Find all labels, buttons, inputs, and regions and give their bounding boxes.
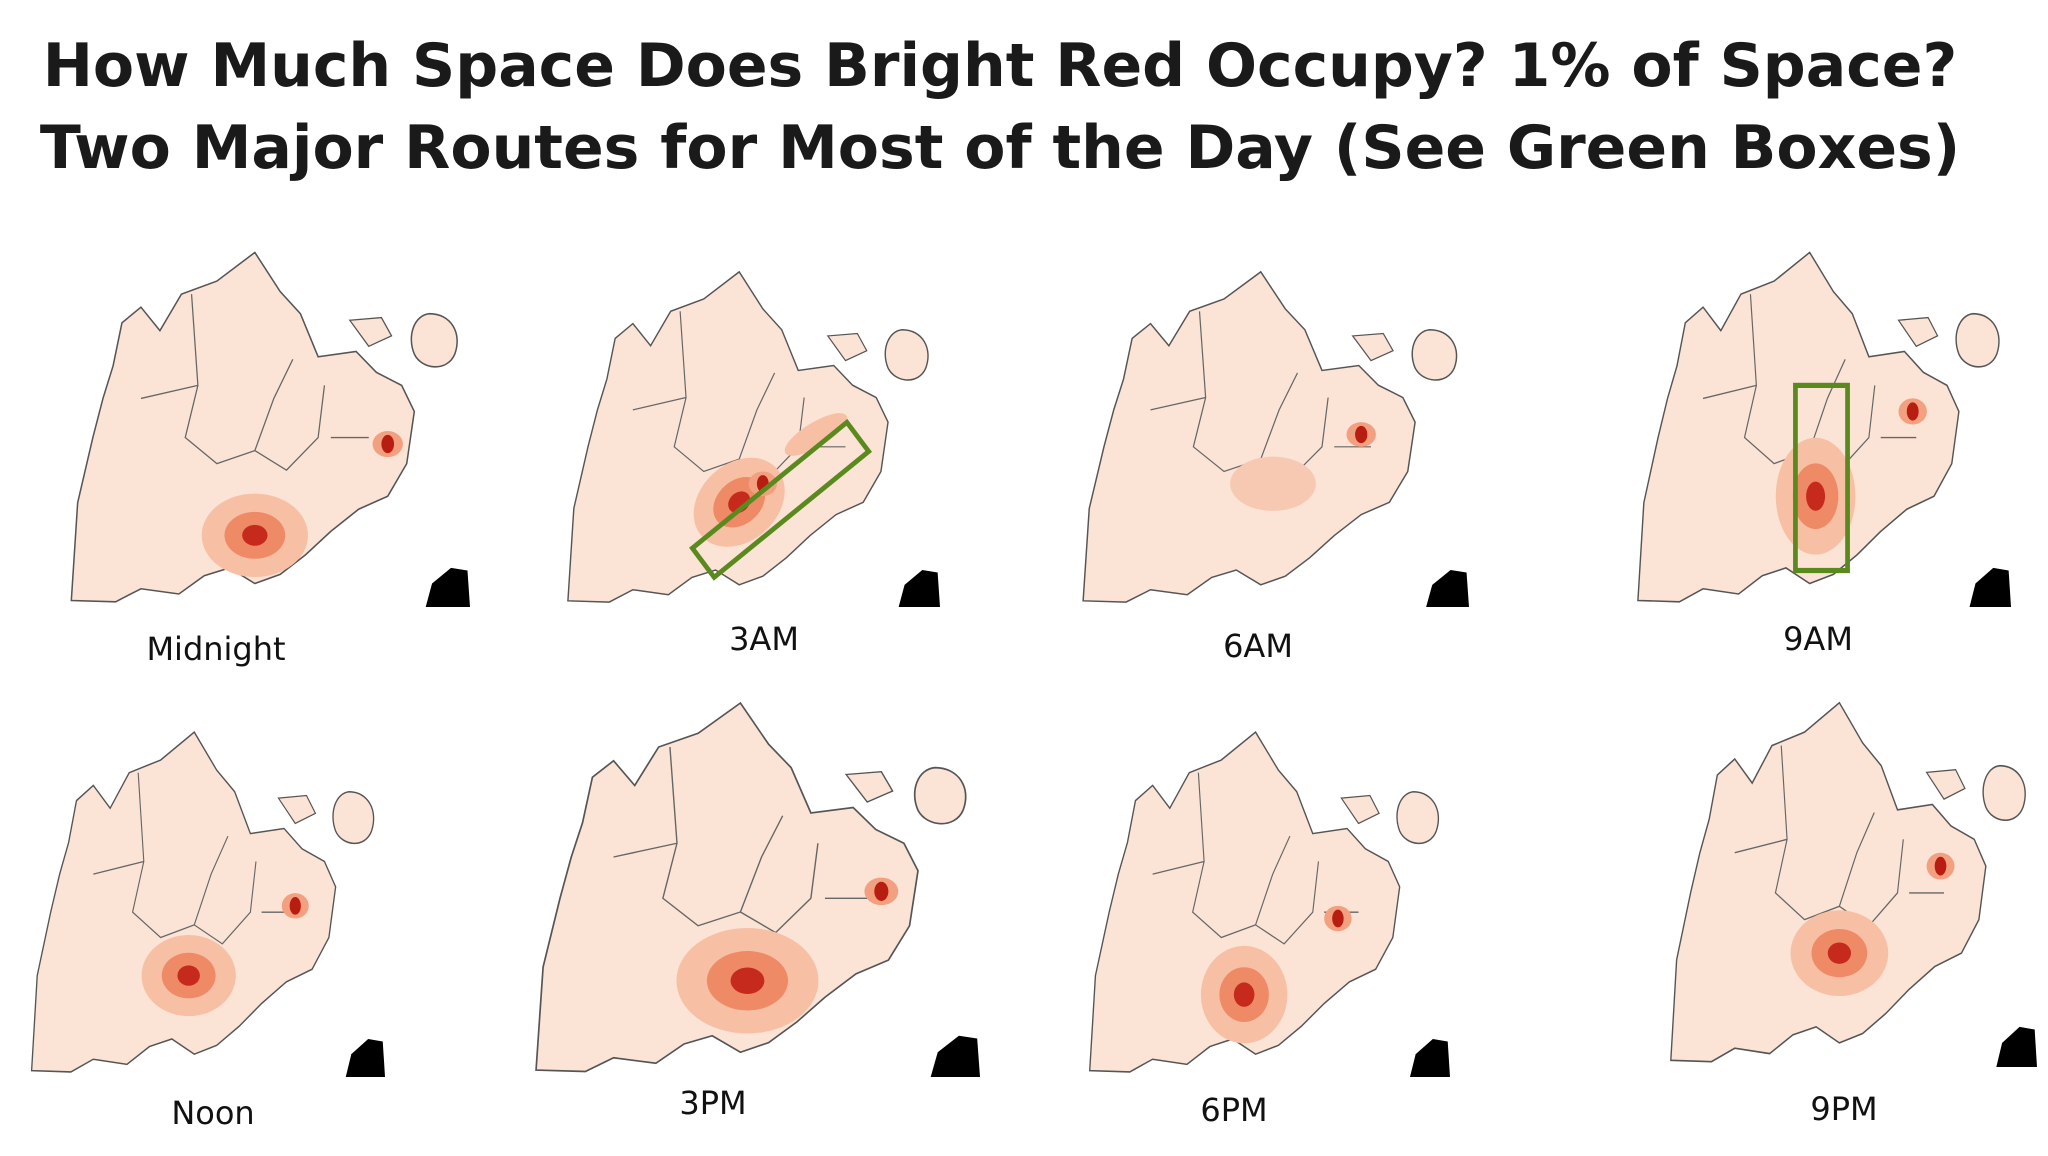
panel-label: 3PM: [679, 1084, 746, 1122]
title-line: Two Major Routes for Most of the Day (Se…: [40, 113, 1960, 183]
map-panel: [1082, 271, 1469, 607]
panel-label: 6PM: [1200, 1091, 1267, 1129]
map-panel: [1088, 731, 1450, 1077]
map-panel: [1670, 701, 2037, 1067]
map-panel: [1637, 251, 2011, 607]
panel-label: 3AM: [729, 620, 799, 658]
map-panel: [567, 271, 940, 607]
title-line: How Much Space Does Bright Red Occupy? 1…: [43, 31, 1958, 101]
panel-label: 9PM: [1810, 1090, 1877, 1128]
map-panel: [70, 251, 470, 607]
panel-label: 6AM: [1223, 627, 1293, 665]
panel-label: Midnight: [146, 630, 285, 668]
map-panel: [30, 731, 385, 1077]
panel-label: Noon: [171, 1094, 254, 1132]
panel-label: 9AM: [1783, 620, 1853, 658]
map-panel: [535, 702, 980, 1077]
